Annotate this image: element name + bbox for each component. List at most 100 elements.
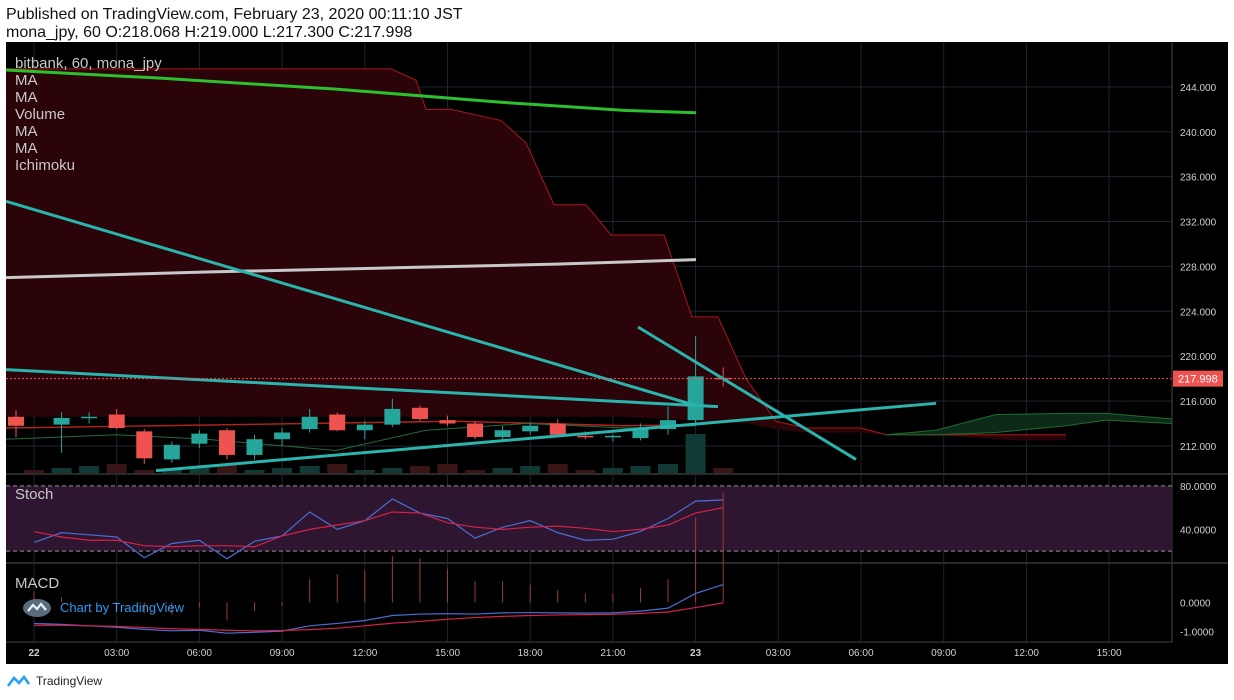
x-tick-label: 09:00: [931, 648, 956, 659]
volume-bar: [79, 466, 100, 474]
indicator-label[interactable]: MA: [15, 89, 38, 106]
symbol-ohlc-line: mona_jpy, 60 O:218.068 H:219.000 L:217.3…: [6, 24, 413, 41]
volume-bar: [658, 464, 679, 474]
volume-bar: [575, 470, 596, 474]
x-tick-label: 15:00: [435, 648, 460, 659]
macd-y-tick: -1.0000: [1180, 628, 1214, 639]
volume-bar: [299, 466, 320, 474]
candle-body: [632, 427, 649, 439]
macd-line: [33, 584, 724, 634]
y-tick-label: 240.000: [1180, 128, 1217, 139]
candle-body: [163, 444, 180, 460]
volume-bar: [547, 464, 568, 474]
volume-bar: [106, 464, 127, 474]
candle-body: [274, 432, 291, 440]
indicator-label[interactable]: MA: [15, 140, 38, 157]
badge-label: Chart by TradingView: [60, 599, 185, 615]
indicator-label[interactable]: Ichimoku: [15, 157, 76, 174]
indicator-label[interactable]: MA: [15, 123, 38, 140]
indicator-list: bitbank, 60, mona_jpy MA MA Volume MA MA…: [15, 55, 162, 174]
current-price-tag: [1173, 370, 1223, 387]
candle-body: [467, 423, 484, 437]
candle-body: [384, 408, 401, 425]
trendline-breakout: [637, 325, 857, 461]
trendline-down-shallow: [5, 368, 719, 409]
stoch-k-line: [33, 498, 724, 560]
y-tick-label: 216.000: [1180, 397, 1217, 408]
candle-body: [8, 416, 24, 426]
x-tick-label: 22: [28, 648, 40, 659]
y-tick-label: 236.000: [1180, 173, 1217, 184]
volume-bar: [216, 464, 237, 474]
indicator-label[interactable]: bitbank, 60, mona_jpy: [15, 55, 162, 72]
candle-body: [604, 435, 621, 438]
footer-brand[interactable]: TradingView: [6, 674, 102, 688]
x-tick-label: 23: [690, 648, 702, 659]
x-tick-label: 12:00: [1014, 648, 1039, 659]
candle-body: [687, 376, 704, 421]
candle-body: [522, 425, 539, 432]
candle-body: [108, 414, 125, 428]
candle-body: [660, 420, 677, 430]
candle-body: [218, 430, 235, 455]
x-tick-label: 09:00: [270, 648, 295, 659]
trendline-down-steep: [5, 199, 697, 407]
y-tick-label: 228.000: [1180, 262, 1217, 273]
candle-body: [136, 431, 153, 459]
ichimoku-span-line: [6, 68, 1066, 436]
macd-label[interactable]: MACD: [15, 575, 60, 592]
volume-bar: [520, 466, 541, 474]
stoch-d-line: [33, 507, 724, 548]
volume-bar: [713, 468, 734, 474]
tradingview-logo-icon: [6, 674, 30, 687]
trendline-up: [155, 401, 937, 473]
stoch-band: [6, 485, 1172, 552]
x-tick-label: 06:00: [187, 648, 212, 659]
volume-bar: [465, 470, 486, 474]
candle-body: [411, 407, 428, 420]
y-tick-label: 220.000: [1180, 352, 1217, 363]
ma-green-line: [5, 68, 697, 115]
kijun-line: [5, 420, 697, 429]
stoch-y-tick: 40.0000: [1180, 525, 1217, 536]
chart-svg[interactable]: 217.998 244.000 240.000 236.000 232.000 228.0…: [5, 42, 1228, 664]
footer-brand-label: TradingView: [36, 674, 103, 688]
y-tick-label: 232.000: [1180, 218, 1217, 229]
volume-bar: [409, 466, 430, 474]
volume-bar: [161, 468, 182, 474]
y-tick-label: 244.000: [1180, 83, 1217, 94]
indicator-label[interactable]: MA: [15, 72, 38, 89]
volume-bar: [354, 470, 375, 474]
volume-bar: [492, 468, 513, 474]
indicator-label[interactable]: Volume: [15, 106, 66, 123]
x-tick-label: 18:00: [518, 648, 543, 659]
x-tick-label: 06:00: [848, 648, 873, 659]
signal-line: [34, 602, 724, 632]
candle-body: [577, 435, 594, 438]
chart-panel[interactable]: 217.998 244.000 240.000 236.000 232.000 228.0…: [5, 42, 1228, 664]
ichimoku-cloud-green: [885, 412, 1173, 436]
chart-by-tradingview-badge[interactable]: Chart by TradingView: [22, 596, 184, 618]
current-price-label: 217.998: [1178, 374, 1218, 386]
volume-bar: [51, 468, 72, 474]
candle-body: [329, 414, 346, 431]
volume-bar: [244, 470, 265, 474]
volume-bar: [272, 468, 293, 474]
stoch-label[interactable]: Stoch: [15, 486, 54, 503]
ma-white-line: [5, 258, 697, 280]
y-tick-label: 224.000: [1180, 307, 1217, 318]
candle-body: [439, 420, 456, 424]
stoch-y-tick: 80.0000: [1180, 482, 1217, 493]
candle-body: [191, 433, 208, 444]
y-tick-label: 212.000: [1180, 442, 1217, 453]
volume-bar: [382, 468, 403, 474]
macd-y-tick: 0.0000: [1180, 598, 1211, 609]
published-info: Published on TradingView.com, February 2…: [6, 6, 463, 23]
volume-bar: [437, 464, 458, 474]
volume-bar: [134, 470, 155, 474]
volume-bar: [189, 466, 210, 474]
x-tick-label: 15:00: [1097, 648, 1122, 659]
candle-body: [549, 423, 566, 435]
candle-body: [53, 417, 70, 425]
x-tick-label: 03:00: [766, 648, 791, 659]
